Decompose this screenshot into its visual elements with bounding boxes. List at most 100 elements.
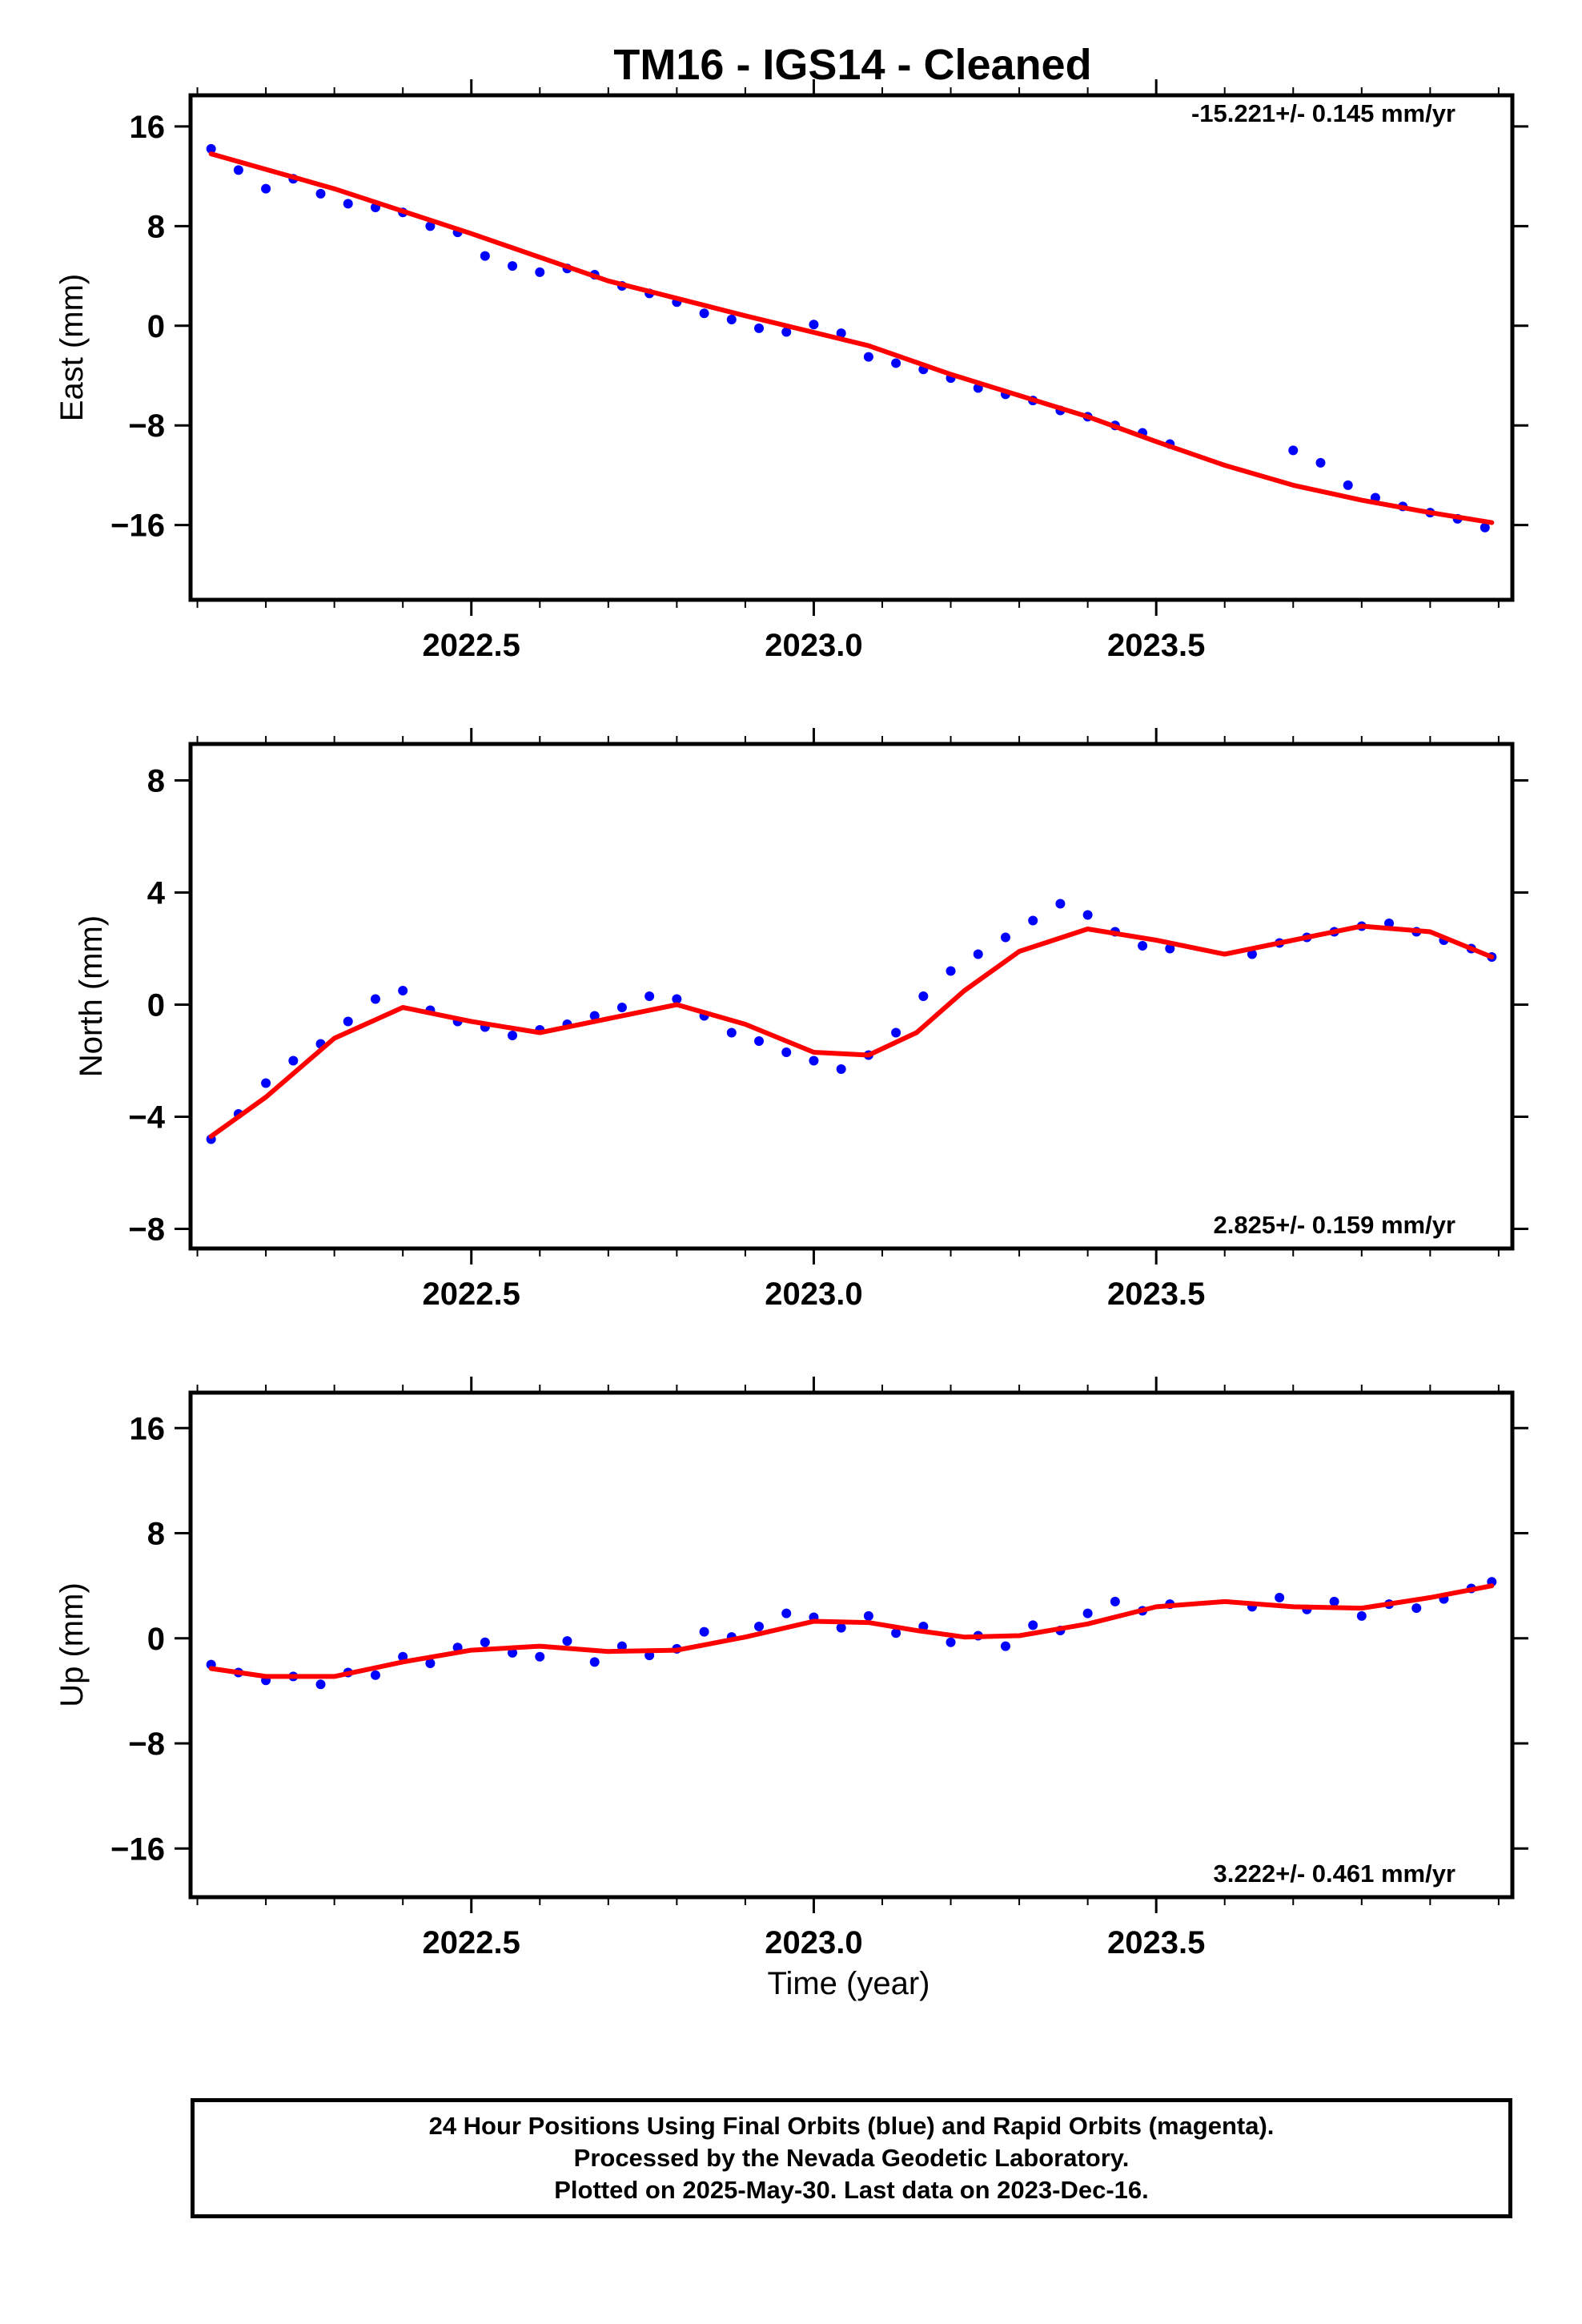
east-y-tick-label: −8	[128, 408, 165, 444]
up-data-point	[589, 1657, 600, 1667]
north-y-tick-label: −4	[128, 1100, 165, 1136]
up-panel: 2022.5 2023.0 2023.5 16 8 0 −8 −16 Up (mm) 3.22…	[54, 1377, 1528, 1960]
east-points	[206, 143, 1490, 533]
north-data-point	[1028, 915, 1038, 926]
figure-title: TM16 - IGS14 - Cleaned	[613, 41, 1091, 89]
up-data-point	[1110, 1596, 1120, 1606]
east-data-point	[535, 267, 545, 277]
north-fit-curve	[208, 923, 1495, 1139]
north-x-tick-label: 2022.5	[423, 1277, 520, 1312]
up-data-point	[480, 1637, 490, 1647]
north-data-point	[1138, 941, 1148, 951]
north-data-point	[918, 991, 929, 1001]
up-data-point	[699, 1626, 709, 1637]
north-data-point	[508, 1031, 518, 1040]
up-data-point	[616, 1641, 627, 1651]
east-data-point	[891, 358, 901, 368]
east-rate-label: -15.221+/- 0.145 mm/yr	[1191, 99, 1456, 127]
north-data-point	[370, 994, 380, 1004]
up-x-tick-label: 2023.5	[1107, 1925, 1205, 1960]
up-y-tick-label: 16	[130, 1411, 166, 1446]
up-frame	[188, 1390, 1515, 1900]
east-data-point	[809, 320, 819, 330]
up-data-point	[370, 1670, 380, 1680]
east-panel: 2022.5 2023.0 2023.5 16 8 0 −8 −16 East (mm) -1…	[54, 79, 1528, 663]
east-data-point	[781, 327, 792, 337]
north-x-tick-label: 2023.5	[1107, 1277, 1205, 1312]
up-data-point	[781, 1608, 792, 1618]
up-x-tick-label: 2023.0	[765, 1925, 862, 1960]
north-data-point	[726, 1027, 737, 1038]
east-y-tick-label: 8	[147, 209, 165, 244]
north-data-point	[343, 1016, 353, 1027]
up-data-point	[1028, 1620, 1038, 1630]
east-data-point	[699, 308, 709, 319]
east-data-point	[1288, 445, 1299, 456]
east-data-point	[726, 315, 737, 324]
east-y-tick-label: −16	[110, 509, 165, 544]
east-ticks: 2022.5 2023.0 2023.5 16 8 0 −8 −16	[110, 79, 1528, 663]
east-data-point	[863, 352, 873, 362]
east-fit-curve	[208, 151, 1495, 525]
east-data-point	[343, 199, 353, 209]
north-x-tick-label: 2023.0	[765, 1277, 862, 1312]
up-data-point	[1329, 1596, 1339, 1606]
north-panel: 2022.5 2023.0 2023.5 8 4 0 −4 −8 North (mm) 2.8…	[74, 728, 1528, 1312]
north-data-point	[973, 949, 983, 959]
up-y-tick-label: −16	[110, 1831, 165, 1867]
east-data-point	[836, 328, 846, 339]
up-x-tick-label: 2022.5	[423, 1925, 520, 1960]
up-y-tick-label: −8	[128, 1727, 165, 1762]
east-x-tick-label: 2022.5	[423, 628, 520, 663]
east-data-point	[425, 221, 436, 231]
up-data-point	[1275, 1592, 1285, 1602]
east-data-point	[1315, 457, 1326, 468]
east-y-tick-label: 16	[130, 110, 166, 145]
north-data-point	[1247, 949, 1257, 959]
north-y-tick-label: 0	[147, 988, 165, 1023]
up-data-point	[562, 1636, 572, 1647]
up-data-point	[1000, 1641, 1010, 1651]
east-x-tick-label: 2023.5	[1107, 628, 1205, 663]
up-data-point	[836, 1622, 846, 1633]
east-frame	[188, 93, 1515, 602]
up-data-point	[1411, 1603, 1422, 1614]
east-data-point	[315, 188, 326, 199]
up-points	[206, 1577, 1497, 1690]
north-data-point	[672, 994, 682, 1004]
north-data-point	[644, 991, 655, 1001]
east-data-point	[754, 323, 765, 333]
up-y-tick-label: 8	[147, 1517, 165, 1552]
x-axis-label: Time (year)	[768, 1966, 930, 2001]
up-data-point	[863, 1610, 873, 1621]
east-data-point	[1480, 522, 1490, 533]
east-data-point	[261, 183, 271, 194]
up-axis-label: Up (mm)	[54, 1582, 90, 1707]
north-data-point	[754, 1036, 765, 1046]
up-fit-curve	[208, 1583, 1495, 1679]
up-data-point	[508, 1647, 518, 1658]
footer-line-2: Processed by the Nevada Geodetic Laborat…	[573, 2144, 1130, 2172]
north-points	[206, 899, 1497, 1144]
up-fit-line	[208, 1583, 1495, 1679]
east-axis-label: East (mm)	[54, 274, 90, 421]
east-data-point	[508, 261, 518, 271]
north-rate-label: 2.825+/- 0.159 mm/yr	[1214, 1211, 1456, 1239]
north-data-point	[891, 1027, 901, 1038]
east-data-point	[206, 143, 216, 154]
north-data-point	[809, 1055, 819, 1066]
north-ticks: 2022.5 2023.0 2023.5 8 4 0 −4 −8	[128, 728, 1528, 1312]
north-axis-label: North (mm)	[74, 915, 109, 1077]
north-data-point	[1055, 899, 1066, 909]
footer-box: 24 Hour Positions Using Final Orbits (bl…	[191, 2098, 1512, 2218]
up-data-point	[425, 1658, 436, 1668]
north-data-point	[589, 1011, 600, 1021]
north-data-point	[288, 1055, 299, 1066]
north-y-tick-label: −8	[128, 1212, 165, 1248]
up-data-point	[1356, 1610, 1367, 1621]
north-data-point	[946, 966, 956, 976]
up-y-tick-label: 0	[147, 1622, 165, 1657]
up-ticks: 2022.5 2023.0 2023.5 16 8 0 −8 −16	[110, 1377, 1528, 1960]
up-data-point	[535, 1651, 545, 1662]
